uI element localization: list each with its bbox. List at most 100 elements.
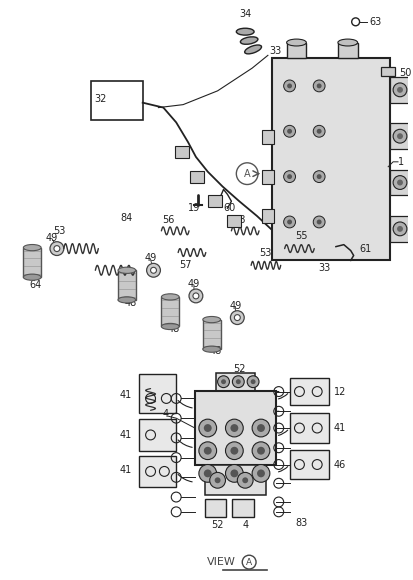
Text: 52: 52: [211, 520, 224, 530]
Bar: [233, 499, 254, 517]
Bar: [24, 248, 41, 277]
Circle shape: [313, 80, 325, 92]
Ellipse shape: [287, 39, 306, 46]
Bar: [91, 81, 142, 121]
Bar: [203, 320, 221, 349]
Bar: [139, 374, 176, 413]
Circle shape: [251, 379, 256, 384]
Bar: [381, 67, 395, 76]
Ellipse shape: [161, 324, 179, 329]
Circle shape: [397, 180, 403, 186]
Ellipse shape: [203, 346, 221, 352]
Circle shape: [230, 311, 244, 324]
Circle shape: [218, 376, 230, 387]
Bar: [262, 170, 274, 183]
Text: 41: 41: [334, 423, 346, 433]
Ellipse shape: [24, 274, 41, 280]
Bar: [208, 195, 221, 207]
Circle shape: [225, 419, 243, 437]
Circle shape: [393, 176, 407, 190]
Circle shape: [204, 424, 212, 432]
Bar: [195, 390, 276, 465]
Text: 12: 12: [334, 386, 347, 397]
Circle shape: [233, 376, 244, 387]
Circle shape: [199, 465, 216, 482]
Circle shape: [236, 379, 241, 384]
Circle shape: [230, 469, 238, 477]
Bar: [390, 124, 410, 149]
Text: 56: 56: [162, 215, 175, 225]
Text: 64: 64: [29, 280, 41, 290]
Circle shape: [313, 125, 325, 137]
Text: 41: 41: [120, 390, 132, 401]
Circle shape: [151, 267, 157, 273]
Circle shape: [257, 469, 265, 477]
Circle shape: [257, 424, 265, 432]
Bar: [205, 499, 226, 517]
Circle shape: [230, 424, 238, 432]
Text: 50: 50: [399, 68, 411, 78]
Text: 48: 48: [167, 324, 179, 335]
Circle shape: [215, 477, 221, 483]
Circle shape: [284, 125, 295, 137]
Text: A: A: [244, 169, 251, 179]
Text: 32: 32: [94, 94, 107, 104]
Bar: [161, 297, 179, 327]
Text: 33: 33: [269, 46, 281, 56]
Circle shape: [252, 419, 270, 437]
Circle shape: [210, 472, 225, 488]
Circle shape: [199, 419, 216, 437]
Text: 55: 55: [295, 231, 308, 241]
Circle shape: [237, 472, 253, 488]
Bar: [290, 413, 329, 443]
Circle shape: [287, 174, 292, 179]
Text: VIEW: VIEW: [206, 557, 235, 567]
Text: 53: 53: [54, 226, 66, 236]
Ellipse shape: [244, 45, 261, 54]
Circle shape: [393, 83, 407, 97]
Text: 49: 49: [46, 233, 58, 243]
Circle shape: [204, 469, 212, 477]
Circle shape: [287, 219, 292, 224]
Text: 1: 1: [398, 157, 404, 167]
Text: 4: 4: [162, 409, 169, 419]
Circle shape: [54, 246, 60, 252]
Text: 48: 48: [209, 346, 222, 356]
Text: 49: 49: [229, 301, 242, 311]
Circle shape: [242, 477, 248, 483]
Circle shape: [50, 242, 64, 256]
Bar: [228, 215, 241, 227]
Circle shape: [230, 447, 238, 455]
Circle shape: [393, 222, 407, 236]
Bar: [290, 450, 329, 479]
Text: 41: 41: [120, 430, 132, 440]
Bar: [290, 378, 329, 405]
Circle shape: [252, 442, 270, 459]
Circle shape: [189, 289, 203, 303]
Circle shape: [199, 442, 216, 459]
Ellipse shape: [24, 245, 41, 251]
Circle shape: [284, 216, 295, 228]
Circle shape: [225, 465, 243, 482]
Bar: [205, 466, 266, 495]
Text: 4: 4: [242, 520, 248, 530]
Circle shape: [221, 379, 226, 384]
Bar: [139, 456, 176, 487]
Text: 33: 33: [318, 263, 330, 273]
Circle shape: [147, 263, 160, 277]
Circle shape: [317, 174, 322, 179]
Ellipse shape: [118, 297, 136, 303]
Circle shape: [252, 465, 270, 482]
Circle shape: [397, 226, 403, 232]
Bar: [390, 216, 410, 242]
Bar: [190, 171, 204, 183]
Text: A: A: [246, 557, 252, 567]
Text: 19: 19: [188, 203, 200, 213]
Text: 83: 83: [295, 518, 308, 528]
Bar: [338, 42, 358, 59]
Ellipse shape: [338, 39, 358, 46]
Text: 49: 49: [145, 253, 157, 263]
Circle shape: [317, 219, 322, 224]
Circle shape: [397, 133, 403, 139]
Circle shape: [287, 84, 292, 88]
